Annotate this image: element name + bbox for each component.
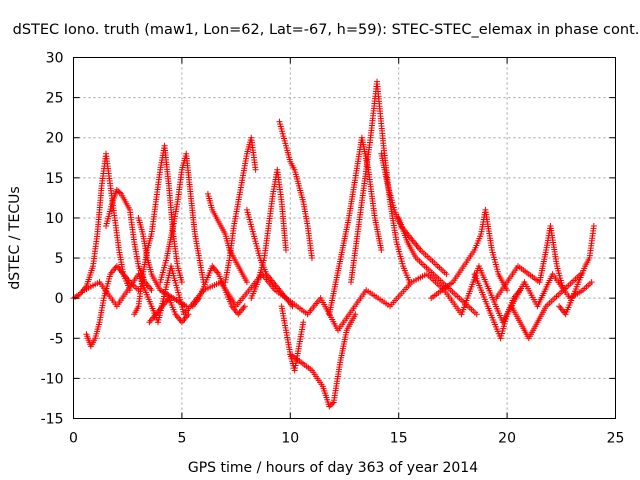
data-point <box>588 279 595 286</box>
data-point <box>329 400 336 407</box>
plot-frame <box>73 57 616 419</box>
y-tick-label: -10 <box>41 371 64 387</box>
y-tick-label: 0 <box>55 291 64 307</box>
series-arc9 <box>204 190 250 286</box>
axis-layer: 0 5 10 15 20 25 -15 -10 -5 0 5 10 15 20 25 30 <box>41 51 625 447</box>
data-point <box>241 303 248 310</box>
x-tick-label: 15 <box>390 431 408 447</box>
series-arc2 <box>83 263 142 350</box>
series-arc3 <box>103 186 155 294</box>
series-arc24 <box>556 222 597 318</box>
x-tick-label: 20 <box>498 431 516 447</box>
series-noise <box>81 263 595 334</box>
series-arc15 <box>287 311 359 410</box>
data-point <box>590 222 597 229</box>
y-tick-label: 15 <box>46 171 64 187</box>
data-point <box>378 247 385 254</box>
data-point <box>178 279 185 286</box>
x-tick-label: 10 <box>281 431 299 447</box>
chart-title: dSTEC Iono. truth (maw1, Lon=62, Lat=-67… <box>13 22 640 38</box>
y-tick-label: 5 <box>55 251 64 267</box>
data-point <box>443 271 450 278</box>
series-arc8 <box>189 263 248 318</box>
series-arc23 <box>508 271 584 342</box>
series-arc21 <box>471 271 524 342</box>
data-point <box>473 311 480 318</box>
series-arc4 <box>131 142 185 318</box>
x-tick-label: 25 <box>607 431 625 447</box>
y-tick-label: 30 <box>46 51 64 67</box>
series-arc10 <box>222 134 259 286</box>
x-tick-label: 5 <box>177 431 186 447</box>
series-arc13 <box>276 118 315 262</box>
data-point <box>327 402 334 409</box>
data-point <box>300 319 307 326</box>
series-arc20 <box>428 206 511 302</box>
data-point <box>308 255 315 262</box>
data-point <box>352 311 359 318</box>
series-arc16 <box>326 134 385 318</box>
data-point <box>116 189 123 196</box>
y-tick-label: 20 <box>46 131 64 147</box>
data-point <box>252 166 259 173</box>
series-arc22 <box>493 222 567 302</box>
series-arc1 <box>70 150 133 302</box>
data-point <box>113 186 120 193</box>
data-point <box>326 403 333 410</box>
series-layer <box>70 78 597 410</box>
series-arc19 <box>395 214 480 318</box>
data-point <box>148 287 155 294</box>
y-axis-label: dSTEC / TECUs <box>7 186 23 289</box>
data-point <box>115 188 122 195</box>
data-point <box>282 247 289 254</box>
y-tick-label: 10 <box>46 211 64 227</box>
x-tick-label: 0 <box>69 431 78 447</box>
data-point <box>504 287 511 294</box>
data-point <box>243 279 250 286</box>
y-tick-label: -15 <box>41 412 64 428</box>
y-tick-label: 25 <box>46 91 64 107</box>
x-axis-label: GPS time / hours of day 363 of year 2014 <box>188 460 478 476</box>
series-arc17 <box>348 78 413 286</box>
y-tick-label: -5 <box>50 331 64 347</box>
